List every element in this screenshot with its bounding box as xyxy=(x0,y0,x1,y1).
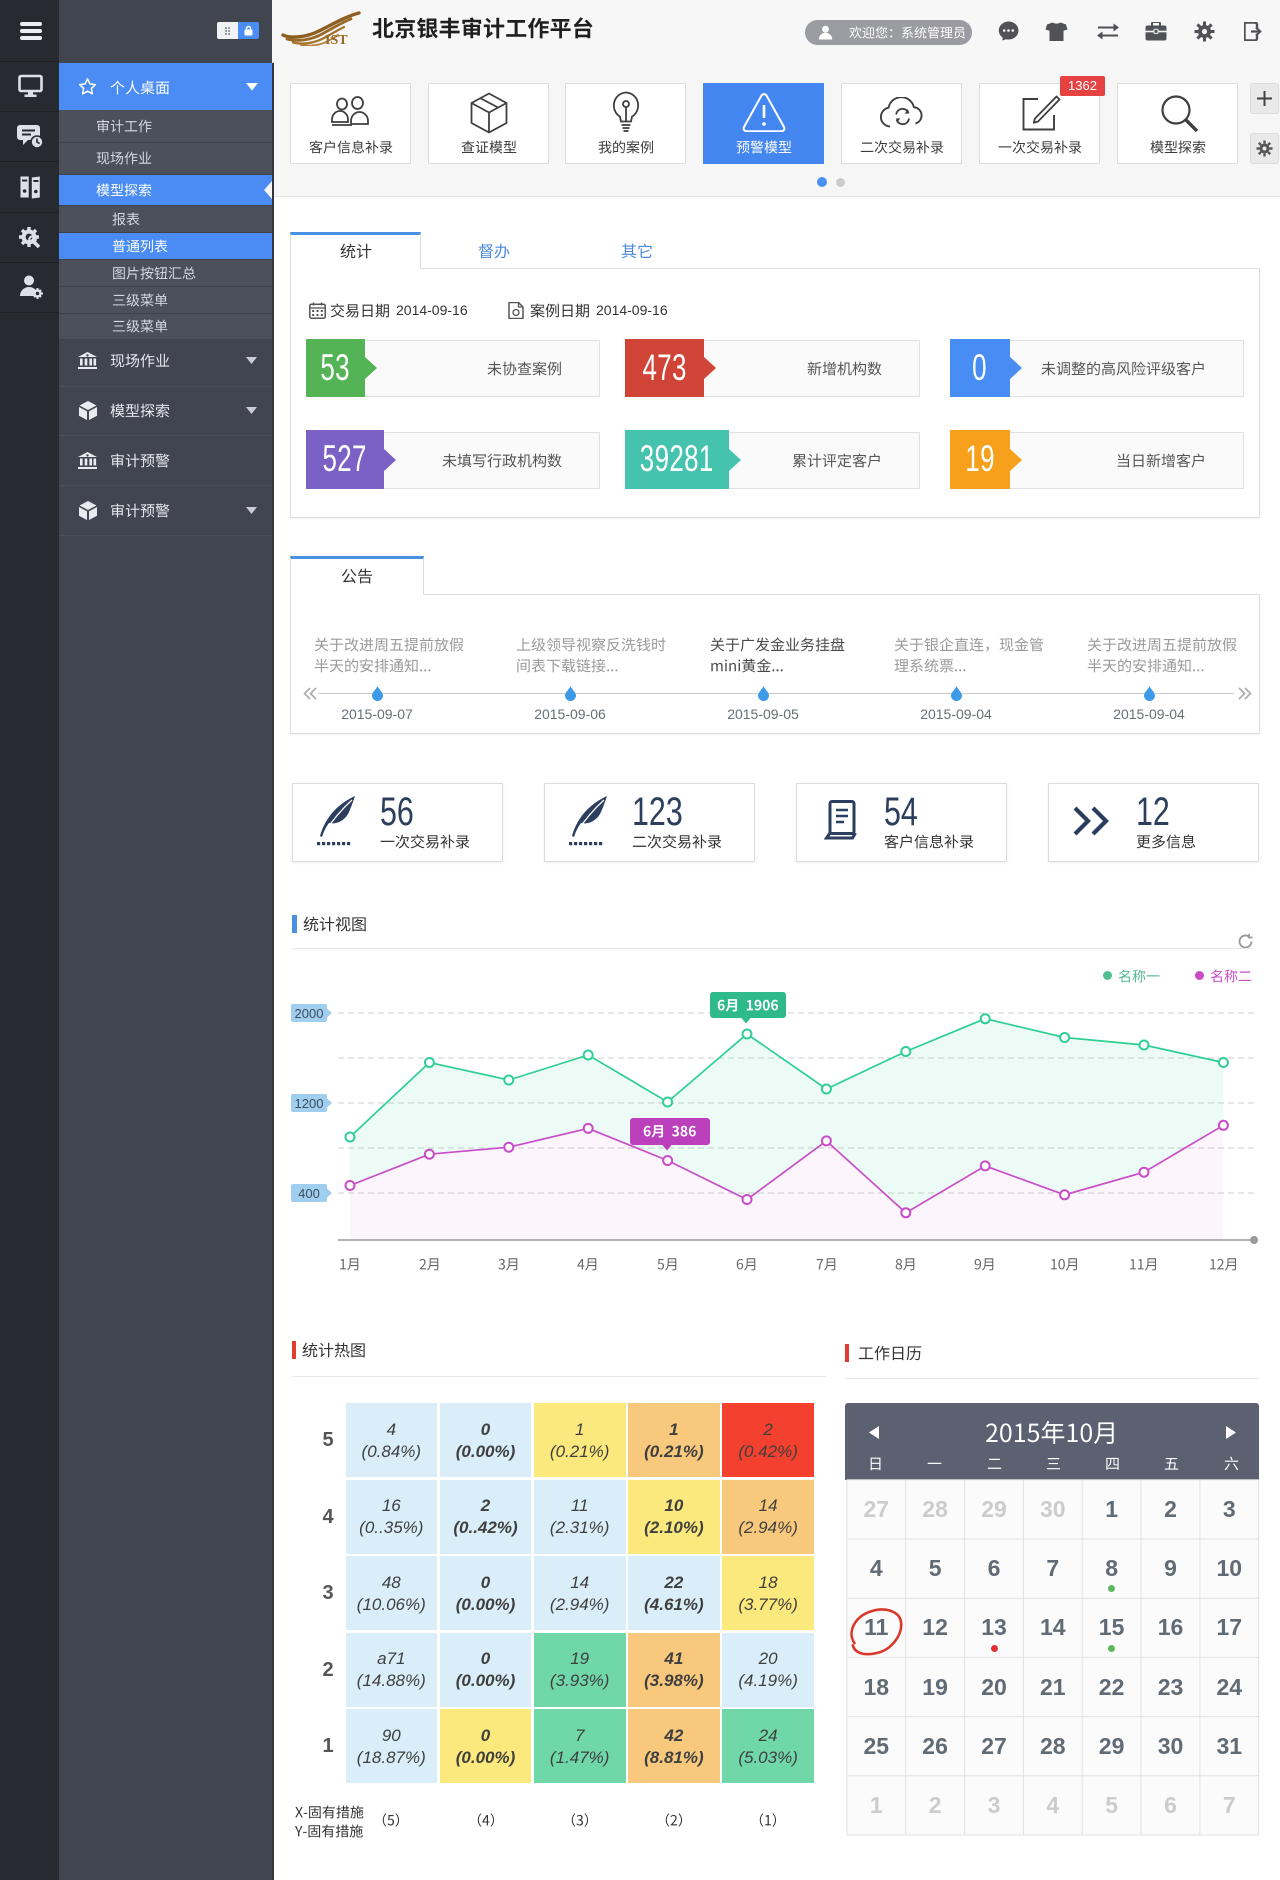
svg-text:IST: IST xyxy=(325,33,348,46)
